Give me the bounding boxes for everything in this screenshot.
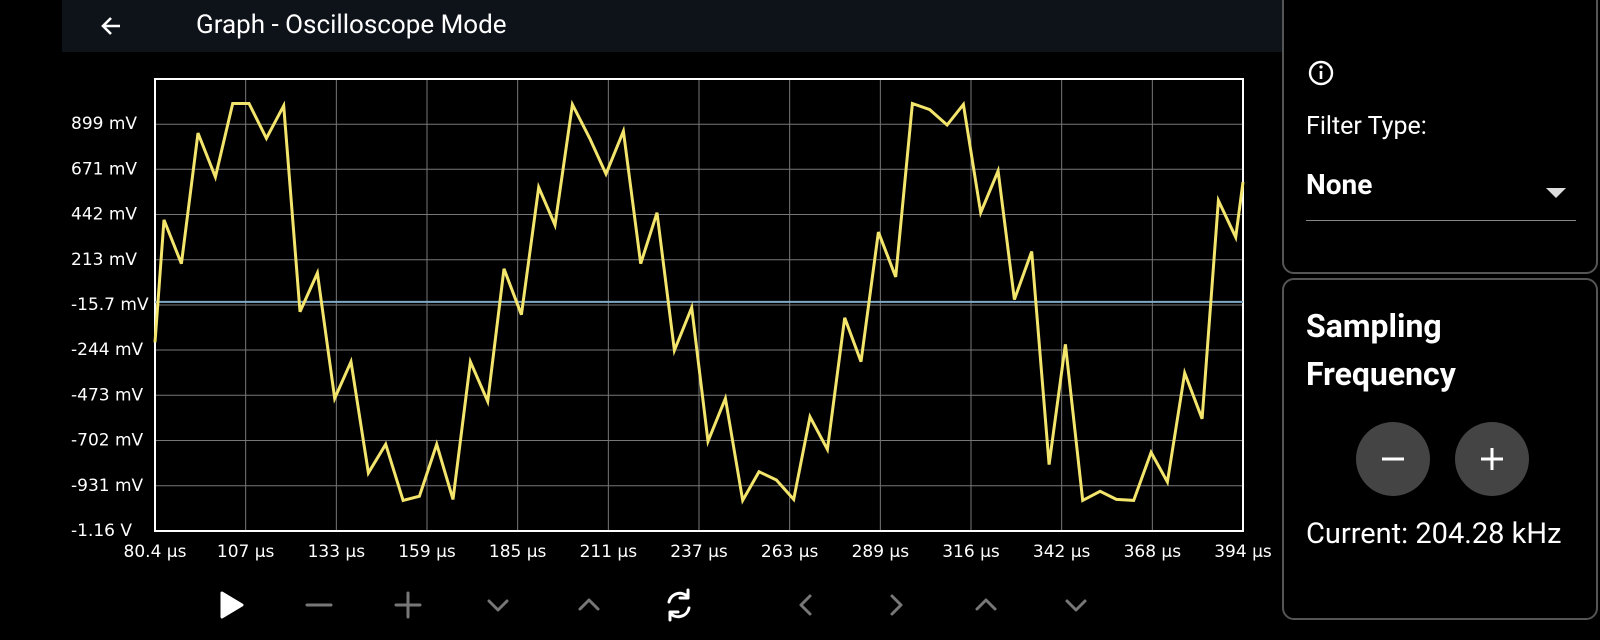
- x-tick-label: 289 µs: [852, 542, 910, 562]
- x-tick-label: 159 µs: [398, 542, 456, 562]
- x-tick-label: 211 µs: [580, 542, 638, 562]
- down-button[interactable]: [487, 599, 509, 612]
- info-icon[interactable]: [1306, 58, 1336, 88]
- current-frequency: Current: 204.28 kHz: [1306, 517, 1562, 551]
- x-tick-label: 342 µs: [1033, 542, 1091, 562]
- plot-border: [154, 78, 1244, 532]
- dropdown-arrow[interactable]: [1544, 186, 1568, 200]
- decrease-button[interactable]: [1356, 422, 1430, 496]
- screen-title: Graph - Oscilloscope Mode: [196, 10, 507, 40]
- y-tick-label: 213 mV: [71, 250, 137, 270]
- y-tick-label: -15.7 mV: [71, 295, 149, 315]
- increase-button[interactable]: [1455, 422, 1529, 496]
- filter-label: Filter Type:: [1306, 112, 1427, 141]
- right-button[interactable]: [890, 594, 903, 616]
- y-tick-label: 671 mV: [71, 159, 137, 179]
- x-tick-label: 107 µs: [217, 542, 275, 562]
- y-tick-label: 442 mV: [71, 205, 137, 225]
- x-tick-label: 80.4 µs: [124, 542, 187, 562]
- refresh-button[interactable]: [667, 588, 691, 622]
- y-down-button[interactable]: [1065, 599, 1087, 612]
- back-button[interactable]: [92, 6, 132, 46]
- y-tick-label: -1.16 V: [71, 521, 132, 541]
- frequency-buttons: [1356, 422, 1529, 496]
- chart: 899 mV 671 mV 442 mV 213 mV -15.7 mV -244 mV -…: [71, 78, 1272, 562]
- x-tick-label: 394 µs: [1214, 542, 1272, 562]
- toolbar: [220, 588, 1087, 622]
- left-button[interactable]: [799, 594, 812, 616]
- x-tick-label: 368 µs: [1124, 542, 1182, 562]
- y-tick-label: -244 mV: [71, 340, 144, 360]
- y-tick-label: -931 mV: [71, 476, 144, 496]
- x-tick-label: 185 µs: [489, 542, 547, 562]
- x-tick-label: 263 µs: [761, 542, 819, 562]
- x-tick-label: 316 µs: [942, 542, 1000, 562]
- y-up-button[interactable]: [975, 598, 997, 611]
- y-tick-label: 899 mV: [71, 114, 137, 134]
- x-tick-label: 133 µs: [308, 542, 366, 562]
- up-button[interactable]: [578, 598, 600, 611]
- sampling-card: Sampling Frequency Current: 204.28 kHz: [1282, 278, 1598, 620]
- filter-card: Filter Type: None: [1282, 0, 1598, 274]
- x-tick-label: 237 µs: [670, 542, 728, 562]
- y-tick-label: -702 mV: [71, 431, 144, 451]
- waveform: [153, 99, 1245, 505]
- dropdown-underline: [1306, 220, 1576, 221]
- play-button[interactable]: [220, 591, 244, 619]
- app-bar: Graph - Oscilloscope Mode: [62, 0, 1282, 52]
- sampling-title: Sampling Frequency: [1306, 307, 1456, 393]
- filter-dropdown[interactable]: None: [1306, 168, 1373, 201]
- zoom-in-button[interactable]: [394, 591, 422, 619]
- y-tick-label: -473 mV: [71, 385, 144, 405]
